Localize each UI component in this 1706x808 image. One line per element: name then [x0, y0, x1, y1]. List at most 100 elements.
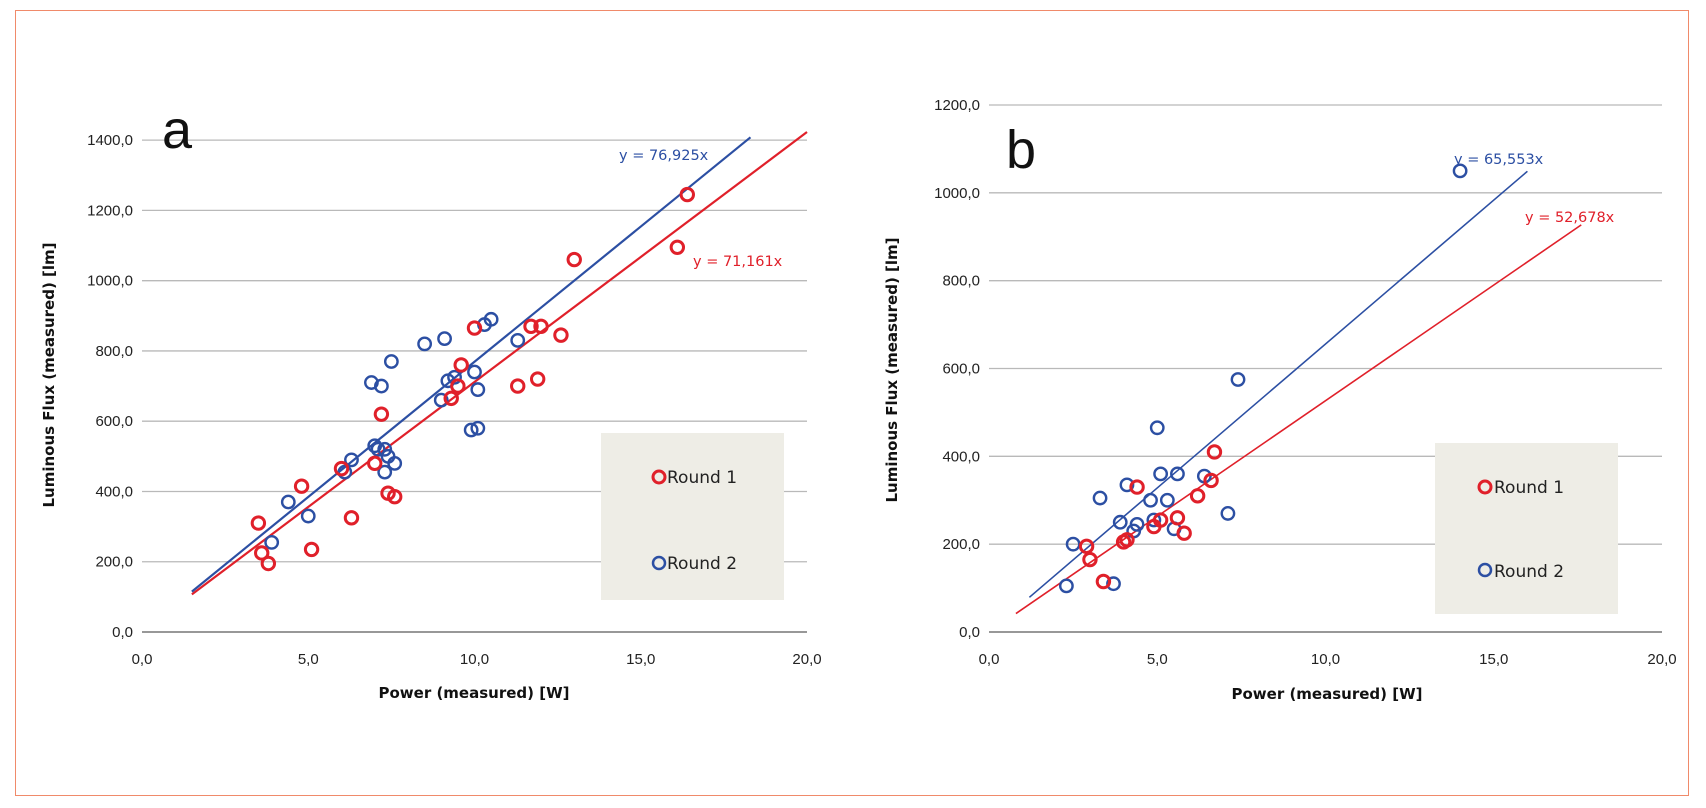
x-tick-labels-a: 0,0 5,0 10,0 15,0 20,0	[132, 651, 822, 668]
point-round1-b	[1176, 525, 1192, 541]
point-round2-b	[1146, 512, 1162, 528]
point-round2-b	[1119, 477, 1135, 493]
x-axis-label-b: Power (measured) [W]	[1232, 685, 1423, 703]
figure-frame	[15, 10, 1689, 796]
point-round1-a	[450, 378, 466, 394]
y-tick-label-b: 800,0	[942, 273, 980, 290]
point-round2-a	[264, 535, 280, 550]
y-tick-label-b: 200,0	[942, 536, 980, 553]
y-axis-label-b: Luminous Flux (measured) [lm]	[883, 237, 901, 502]
y-tick-label-a: 1400,0	[87, 132, 133, 149]
legend-marker-round2-a	[651, 555, 667, 571]
y-tick-label-a: 200,0	[95, 554, 133, 571]
point-round1-a	[293, 478, 310, 494]
point-round1-a	[250, 515, 267, 531]
x-tick-label-b: 15,0	[1479, 651, 1508, 668]
trendline-round1-b	[1015, 224, 1582, 615]
point-round2-a	[377, 441, 393, 457]
point-round1-b	[1169, 510, 1186, 526]
point-round1-a	[333, 460, 350, 477]
legend-label-round1-b: Round 1	[1494, 478, 1564, 498]
point-round2-a	[447, 369, 462, 385]
x-tick-label-a: 20,0	[792, 651, 821, 668]
point-round1-a	[669, 239, 686, 255]
point-round2-a	[373, 378, 389, 394]
trendline-label-round2-a: y = 76,925x	[619, 148, 709, 164]
point-round2-a	[433, 392, 449, 408]
point-round1-a	[387, 489, 403, 505]
trendline-label-round2-b: y = 65,553x	[1454, 152, 1544, 168]
point-round1-b	[1119, 532, 1135, 548]
point-round1-a	[679, 186, 695, 203]
trendline-round2-a	[191, 136, 752, 593]
point-round2-a	[417, 336, 433, 352]
point-round1-a	[303, 541, 320, 558]
point-round2-a	[437, 331, 452, 347]
point-round1-a	[443, 390, 459, 407]
point-round1-a	[533, 318, 549, 335]
point-round1-a	[510, 378, 526, 394]
legend-label-round2-b: Round 2	[1494, 562, 1564, 582]
point-round1-a	[373, 406, 390, 422]
point-round2-a	[344, 452, 359, 468]
point-round2-a	[463, 422, 479, 438]
chart-a: 0,0 200,0 400,0 600,0 800,0 1000,0 1200,0 1400,…	[40, 100, 822, 702]
y-tick-label-a: 800,0	[95, 343, 133, 360]
legend-marker-round2-b	[1477, 562, 1493, 578]
chart-b: 0,0 200,0 400,0 600,0 800,0 1000,0 1200,0 0,0 5…	[883, 97, 1677, 703]
x-tick-label-b: 5,0	[1147, 651, 1168, 668]
y-tick-label-a: 1000,0	[87, 273, 133, 290]
point-round2-a	[300, 508, 316, 524]
point-round2-a	[377, 464, 393, 480]
point-round2-b	[1230, 372, 1246, 387]
trendline-label-round1-a: y = 71,161x	[693, 254, 783, 270]
point-round1-b	[1206, 444, 1223, 460]
trendline-round2-b	[1028, 170, 1528, 598]
point-round2-b	[1452, 163, 1468, 179]
point-round2-a	[387, 455, 403, 471]
x-tick-label-a: 5,0	[298, 651, 319, 668]
point-round2-a	[280, 494, 296, 510]
point-round1-a	[523, 318, 539, 335]
point-round1-b	[1129, 479, 1145, 495]
point-round2-b	[1058, 578, 1074, 594]
point-round1-b	[1189, 488, 1206, 504]
point-round1-a	[260, 555, 277, 572]
y-tick-label-a: 400,0	[95, 483, 133, 500]
point-round2-b	[1112, 514, 1128, 530]
point-round2-b	[1092, 490, 1108, 506]
point-round1-a	[453, 357, 469, 373]
x-tick-label-a: 10,0	[460, 651, 489, 668]
point-round2-a	[470, 382, 486, 397]
panel-label-b: b	[1006, 120, 1036, 180]
point-round2-b	[1170, 466, 1185, 482]
y-axis-label-a: Luminous Flux (measured) [lm]	[40, 242, 58, 507]
x-tick-label-a: 15,0	[626, 651, 655, 668]
trendline-label-round1-b: y = 52,678x	[1525, 210, 1615, 226]
x-tick-label-a: 0,0	[132, 651, 153, 668]
point-round2-b	[1143, 492, 1158, 508]
point-round2-a	[383, 354, 399, 369]
point-round2-b	[1106, 576, 1121, 592]
trendline-round1-a	[191, 131, 808, 596]
point-round1-b	[1082, 551, 1098, 568]
y-tick-label-a: 0,0	[112, 624, 133, 641]
legend-b: Round 1 Round 2	[1435, 443, 1618, 614]
x-axis-label-a: Power (measured) [W]	[379, 684, 570, 702]
y-tick-label-a: 600,0	[95, 413, 133, 430]
point-round1-b	[1095, 573, 1112, 590]
point-round1-b	[1203, 472, 1219, 489]
y-tick-label-b: 0,0	[959, 624, 980, 641]
point-round1-a	[553, 327, 569, 343]
point-round2-a	[483, 311, 499, 327]
point-round2-b	[1220, 506, 1236, 521]
legend-marker-round1-a	[651, 469, 667, 485]
legend-label-round2-a: Round 2	[667, 554, 737, 574]
x-tick-label-b: 20,0	[1647, 651, 1676, 668]
point-round1-b	[1078, 538, 1095, 555]
legend-label-round1-a: Round 1	[667, 468, 737, 488]
y-tick-label-b: 1000,0	[934, 185, 980, 202]
point-round2-a	[337, 464, 353, 480]
point-round2-a	[467, 364, 482, 380]
x-tick-labels-b: 0,0 5,0 10,0 15,0 20,0	[979, 651, 1677, 668]
